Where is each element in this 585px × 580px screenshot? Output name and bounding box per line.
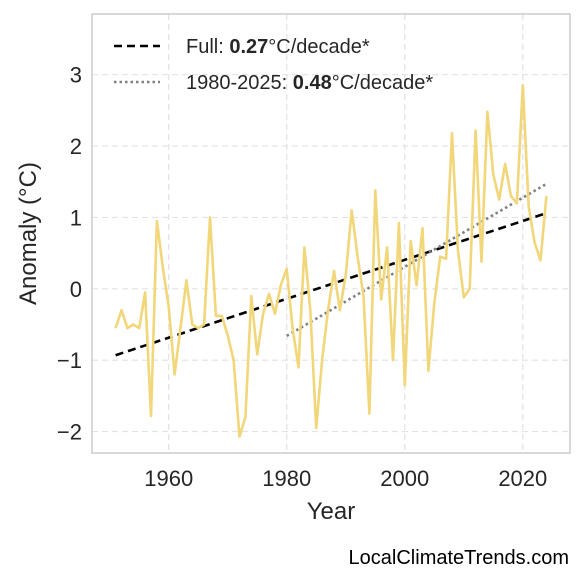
y-ticks: −2 −1 0 1 2 3	[57, 63, 82, 445]
x-tick-label: 2020	[498, 466, 547, 491]
y-tick-label: 0	[70, 277, 82, 302]
credit-text: LocalClimateTrends.com	[348, 547, 569, 569]
x-tick-label: 1980	[262, 466, 311, 491]
y-tick-label: 1	[70, 205, 82, 230]
legend: Full: 0.27°C/decade* 1980-2025: 0.48°C/de…	[114, 36, 433, 94]
x-ticks: 1960 1980 2000 2020	[144, 466, 547, 491]
plot-frame	[91, 13, 571, 454]
y-tick-label: −1	[57, 348, 82, 373]
y-axis-label: Anomaly (°C)	[15, 162, 42, 305]
trend-line	[286, 182, 548, 338]
x-axis-label: Year	[307, 498, 356, 525]
x-tick-label: 2000	[380, 466, 429, 491]
anomaly-series-line	[114, 84, 548, 438]
y-tick-label: 2	[70, 134, 82, 159]
y-tick-label: −2	[57, 420, 82, 445]
data-series	[114, 84, 548, 438]
y-tick-label: 3	[70, 63, 82, 88]
legend-entry: Full: 0.27°C/decade*	[186, 36, 370, 58]
legend-entry: 1980-2025: 0.48°C/decade*	[186, 72, 433, 94]
x-tick-label: 1960	[144, 466, 193, 491]
